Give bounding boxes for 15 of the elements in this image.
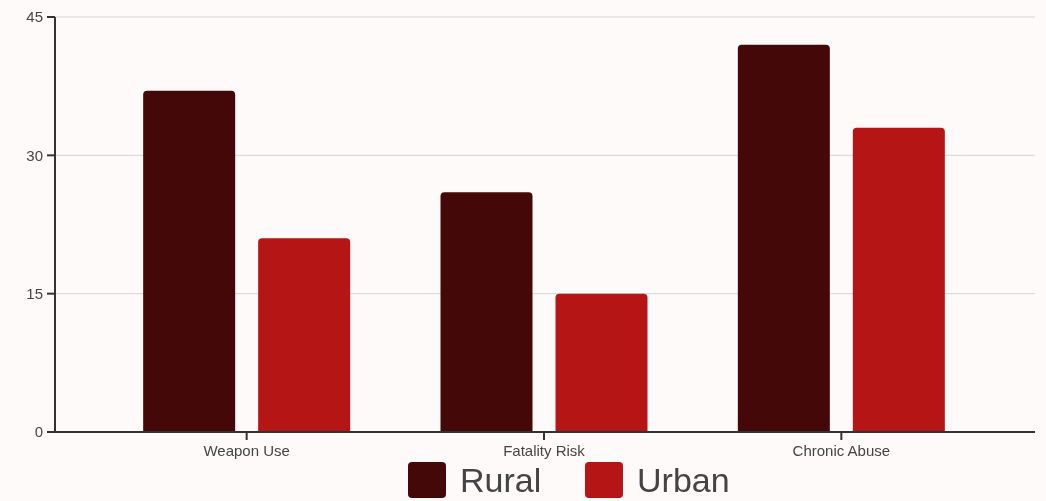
bar	[258, 238, 351, 432]
x-tick-label: Weapon Use	[203, 442, 290, 459]
bar	[737, 44, 830, 432]
y-tick-label: 0	[34, 423, 43, 441]
y-tick-label: 45	[26, 8, 43, 26]
bar	[440, 192, 533, 432]
bar	[143, 90, 236, 432]
y-tick-label: 15	[26, 284, 43, 302]
y-tick-label: 30	[26, 146, 43, 164]
x-tick-label: Fatality Risk	[503, 442, 586, 459]
legend-label: Urban	[637, 460, 730, 499]
bar	[555, 293, 648, 432]
bar	[852, 127, 945, 432]
legend-label: Rural	[460, 460, 542, 499]
x-tick-label: Chronic Abuse	[792, 442, 891, 459]
